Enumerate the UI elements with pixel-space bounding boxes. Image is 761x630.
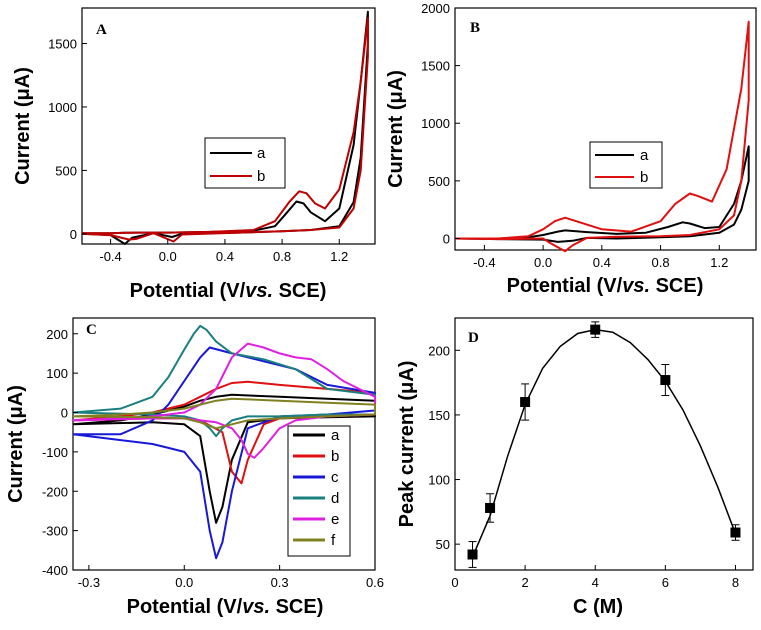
panel-d-label: D (468, 330, 479, 346)
panel-b-ticks: -0.4 0.0 0.4 0.8 1.2 0 500 1000 1500 2000 (421, 1, 728, 270)
series-line-f (72, 397, 376, 430)
panel-d-ylabel: Peak current (μA) (396, 361, 418, 528)
data-point (467, 549, 478, 560)
y-tick-label: 500 (55, 163, 77, 178)
legend-box (589, 141, 663, 189)
panel-c-ticks: -0.3 0.0 0.3 0.6 -400 -300 -200 -100 0 100 200 (42, 327, 384, 590)
series-line-b (454, 20, 750, 253)
fit-curve (471, 328, 737, 558)
panel-d-series (467, 321, 741, 568)
y-tick-label: 1000 (421, 116, 450, 131)
legend-label-b: b (331, 448, 339, 465)
legend-box (204, 137, 286, 189)
y-tick-label: 150 (428, 408, 450, 423)
x-tick-label: 0.3 (271, 575, 289, 590)
panel-b: B -0.4 0.0 0.4 0.8 1.2 0 500 1000 1500 2000 a b P… (385, 1, 757, 297)
panel-a-label: A (96, 22, 107, 38)
x-tick-label: 8 (732, 575, 739, 590)
panel-a: A -0.4 0.0 0.4 0.8 1.2 0 500 1000 1500 a b Poten… (12, 7, 376, 302)
panel-b-ylabel: Current (μA) (385, 70, 407, 188)
x-tick-label: 0.6 (366, 575, 384, 590)
x-tick-label: 1.2 (330, 249, 348, 264)
panel-b-frame (454, 7, 757, 251)
data-point (730, 527, 741, 538)
panel-c: C -0.3 0.0 0.3 0.6 -400 -300 -200 -100 0 100 200 a… (5, 317, 384, 618)
panel-a-xlabel: Potential (V/vs. SCE) (130, 280, 327, 302)
panel-c-series (72, 324, 376, 560)
legend-label-a: a (257, 145, 266, 162)
panel-d-frame (454, 317, 754, 571)
legend-label-f: f (331, 532, 336, 549)
legend-label-a: a (331, 427, 340, 444)
y-tick-label: 0 (61, 406, 68, 421)
panel-b-xlabel: Potential (V/vs. SCE) (507, 275, 704, 297)
x-tick-label: -0.4 (99, 249, 121, 264)
data-point (590, 324, 601, 335)
y-tick-label: -100 (42, 445, 68, 460)
legend-box (287, 425, 351, 557)
x-tick-label: 0.0 (175, 575, 193, 590)
y-tick-label: -400 (42, 563, 68, 578)
series-line-b (81, 17, 369, 243)
legend-label-b: b (640, 169, 648, 186)
panel-a-ylabel: Current (μA) (12, 67, 34, 185)
panel-c-frame (72, 317, 376, 571)
x-tick-label: 0.4 (593, 255, 611, 270)
data-point (485, 502, 496, 513)
panel-b-label: B (470, 20, 480, 36)
y-tick-label: 0 (70, 227, 77, 242)
data-point (520, 397, 531, 407)
y-tick-label: 1500 (421, 59, 450, 74)
series-line-c (72, 346, 376, 560)
y-tick-label: 200 (46, 327, 68, 342)
y-tick-label: 1500 (48, 37, 77, 52)
legend-label-a: a (640, 147, 649, 164)
panel-c-ylabel: Current (μA) (5, 385, 27, 503)
y-tick-label: 50 (436, 537, 450, 552)
x-tick-label: -0.4 (473, 255, 495, 270)
x-tick-label: 1.2 (710, 255, 728, 270)
panel-d-xlabel: C (M) (573, 596, 623, 618)
y-tick-label: -300 (42, 524, 68, 539)
y-tick-label: 1000 (48, 100, 77, 115)
panel-b-series (454, 20, 750, 253)
y-tick-label: 500 (428, 174, 450, 189)
series-line-d (72, 324, 376, 438)
panel-a-series (81, 10, 369, 245)
panel-a-frame (81, 7, 376, 245)
y-tick-label: 0 (443, 231, 450, 246)
x-tick-label: 0.0 (159, 249, 177, 264)
series-line-a (72, 393, 376, 524)
panel-a-ticks: -0.4 0.0 0.4 0.8 1.2 0 500 1000 1500 (48, 37, 348, 264)
panel-c-label: C (86, 322, 97, 338)
data-point (660, 375, 671, 386)
x-tick-label: 0.8 (273, 249, 291, 264)
legend-label-d: d (331, 490, 339, 507)
x-tick-label: -0.3 (78, 575, 100, 590)
x-tick-label: 6 (662, 575, 669, 590)
panel-d-ticks: 0 2 4 6 8 50 100 150 200 (428, 343, 739, 590)
y-tick-label: 200 (428, 343, 450, 358)
legend-label-b: b (257, 168, 265, 185)
legend-label-e: e (331, 511, 339, 528)
x-tick-label: 0.0 (534, 255, 552, 270)
x-tick-label: 0 (451, 575, 458, 590)
y-tick-label: -200 (42, 484, 68, 499)
panel-d: D 0 2 4 6 8 50 100 150 200 C (M) Peak current (μ… (396, 317, 754, 618)
x-tick-label: 0.8 (652, 255, 670, 270)
y-tick-label: 100 (46, 366, 68, 381)
y-tick-label: 100 (428, 473, 450, 488)
y-tick-label: 2000 (421, 1, 450, 16)
x-tick-label: 4 (592, 575, 599, 590)
x-tick-label: 2 (522, 575, 529, 590)
panel-b-legend: a b (589, 141, 663, 189)
panel-a-legend: a b (204, 137, 286, 189)
x-tick-label: 0.4 (216, 249, 234, 264)
panel-c-xlabel: Potential (V/vs. SCE) (127, 596, 324, 618)
legend-label-c: c (331, 469, 339, 486)
series-line-e (72, 342, 376, 459)
